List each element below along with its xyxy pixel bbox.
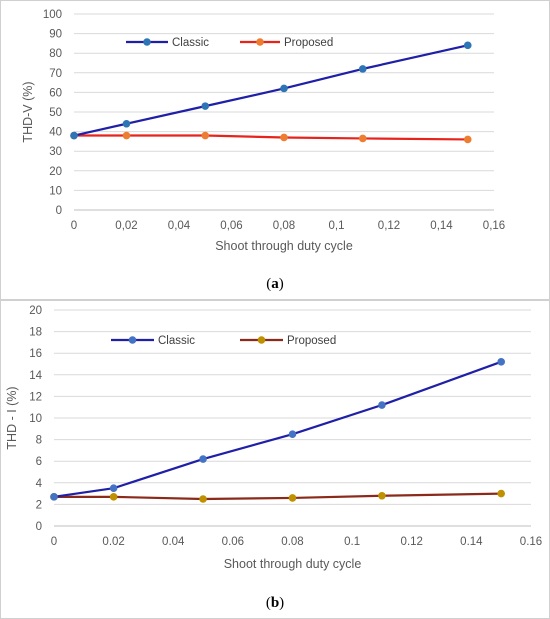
x-tick-label: 0,1 bbox=[329, 220, 345, 232]
y-tick-label: 2 bbox=[36, 499, 42, 511]
x-axis-title: Shoot through duty cycle bbox=[224, 557, 362, 571]
y-tick-label: 70 bbox=[49, 68, 62, 80]
caption-letter: a bbox=[271, 276, 279, 292]
y-tick-label: 90 bbox=[49, 29, 62, 41]
y-tick-label: 60 bbox=[49, 87, 62, 99]
legend-label: Proposed bbox=[287, 335, 336, 347]
x-tick-label: 0.12 bbox=[401, 536, 423, 548]
data-point-classic bbox=[122, 119, 131, 128]
y-tick-label: 10 bbox=[49, 185, 62, 197]
data-point-proposed bbox=[122, 131, 131, 140]
x-tick-label: 0.16 bbox=[520, 536, 542, 548]
y-tick-label: 8 bbox=[36, 435, 42, 447]
data-point-proposed bbox=[288, 494, 297, 502]
legend-marker bbox=[257, 336, 266, 344]
y-tick-label: 18 bbox=[29, 327, 42, 339]
data-point-classic bbox=[463, 41, 472, 50]
data-point-proposed bbox=[378, 491, 386, 500]
data-point-classic bbox=[201, 102, 210, 110]
x-tick-label: 0.02 bbox=[102, 536, 124, 548]
legend-label: Classic bbox=[172, 37, 209, 49]
data-point-proposed bbox=[201, 131, 210, 140]
y-axis-title: THD - I (%) bbox=[5, 386, 19, 449]
legend-marker bbox=[256, 38, 264, 46]
data-point-classic bbox=[70, 131, 78, 140]
caption-open-paren: ( bbox=[266, 276, 271, 292]
figure-caption: (a) bbox=[266, 276, 284, 292]
chart-panel-b: 0 2 4 6 8 10 12 14 16 18 20 0 0.02 0.04 0.06 0.08 0.1 0.1… bbox=[0, 300, 550, 619]
legend-label: Classic bbox=[158, 335, 195, 347]
x-tick-label: 0,06 bbox=[220, 220, 242, 232]
legend-item-classic: Classic bbox=[111, 335, 195, 347]
y-tick-label: 10 bbox=[29, 413, 42, 425]
x-tick-label: 0,14 bbox=[430, 220, 453, 232]
x-tick-label: 0.1 bbox=[344, 536, 360, 548]
x-tick-label: 0,16 bbox=[483, 220, 505, 232]
x-tick-label: 0,04 bbox=[168, 220, 191, 232]
legend-item-proposed: Proposed bbox=[240, 37, 333, 49]
y-tick-label: 80 bbox=[49, 48, 62, 60]
x-tick-label: 0.08 bbox=[281, 536, 303, 548]
y-tick-label: 50 bbox=[49, 107, 62, 119]
legend-marker bbox=[143, 38, 151, 46]
y-axis-title: THD-V (%) bbox=[21, 81, 35, 142]
caption-letter: b bbox=[271, 595, 279, 611]
y-tick-label: 12 bbox=[29, 391, 42, 403]
data-point-classic bbox=[288, 430, 297, 439]
figure-caption: (b) bbox=[266, 595, 284, 611]
series-line-proposed bbox=[74, 134, 468, 141]
data-point-classic bbox=[50, 493, 58, 501]
data-point-proposed bbox=[280, 133, 288, 142]
data-point-classic bbox=[199, 455, 207, 463]
series-line-classic bbox=[73, 44, 468, 137]
data-point-proposed bbox=[199, 495, 207, 503]
legend-item-classic: Classic bbox=[126, 37, 209, 49]
y-tick-label: 20 bbox=[49, 166, 62, 178]
x-tick-label: 0.06 bbox=[222, 536, 244, 548]
data-point-classic bbox=[358, 65, 367, 73]
x-tick-label: 0.04 bbox=[162, 536, 185, 548]
data-point-proposed bbox=[463, 135, 472, 144]
y-tick-label: 6 bbox=[36, 456, 42, 468]
data-point-proposed bbox=[358, 134, 367, 143]
data-point-classic bbox=[378, 401, 386, 409]
x-tick-label: 0,08 bbox=[273, 220, 295, 232]
y-tick-label: 14 bbox=[29, 370, 42, 382]
data-point-classic bbox=[109, 484, 118, 493]
y-tick-label: 30 bbox=[49, 146, 62, 158]
legend-marker bbox=[128, 336, 137, 344]
y-tick-label: 4 bbox=[36, 478, 43, 490]
y-tick-label: 0 bbox=[56, 205, 62, 217]
legend-item-proposed: Proposed bbox=[240, 335, 336, 347]
caption-close-paren: ) bbox=[279, 595, 284, 611]
y-tick-label: 0 bbox=[36, 521, 42, 533]
chart-panel-a: 0 10 20 30 40 50 60 70 80 90 100 0 0,02 0,04 0,06 0,08 0… bbox=[0, 0, 550, 300]
y-tick-label: 16 bbox=[29, 348, 42, 360]
x-tick-label: 0.14 bbox=[460, 536, 483, 548]
data-point-proposed bbox=[109, 493, 118, 501]
x-tick-label: 0,02 bbox=[115, 220, 137, 232]
y-tick-label: 40 bbox=[49, 127, 62, 139]
data-point-classic bbox=[280, 84, 288, 93]
x-axis-title: Shoot through duty cycle bbox=[215, 239, 353, 253]
y-tick-label: 20 bbox=[29, 305, 42, 317]
x-tick-label: 0,12 bbox=[378, 220, 400, 232]
series-line-classic bbox=[53, 360, 502, 498]
caption-close-paren: ) bbox=[279, 276, 284, 292]
caption-open-paren: ( bbox=[266, 595, 271, 611]
data-point-proposed bbox=[497, 489, 505, 498]
x-tick-label: 0 bbox=[51, 536, 57, 548]
series-line-proposed bbox=[54, 492, 502, 501]
x-tick-label: 0 bbox=[71, 220, 77, 232]
legend-label: Proposed bbox=[284, 37, 333, 49]
y-tick-label: 100 bbox=[43, 9, 62, 21]
data-point-classic bbox=[497, 358, 505, 366]
